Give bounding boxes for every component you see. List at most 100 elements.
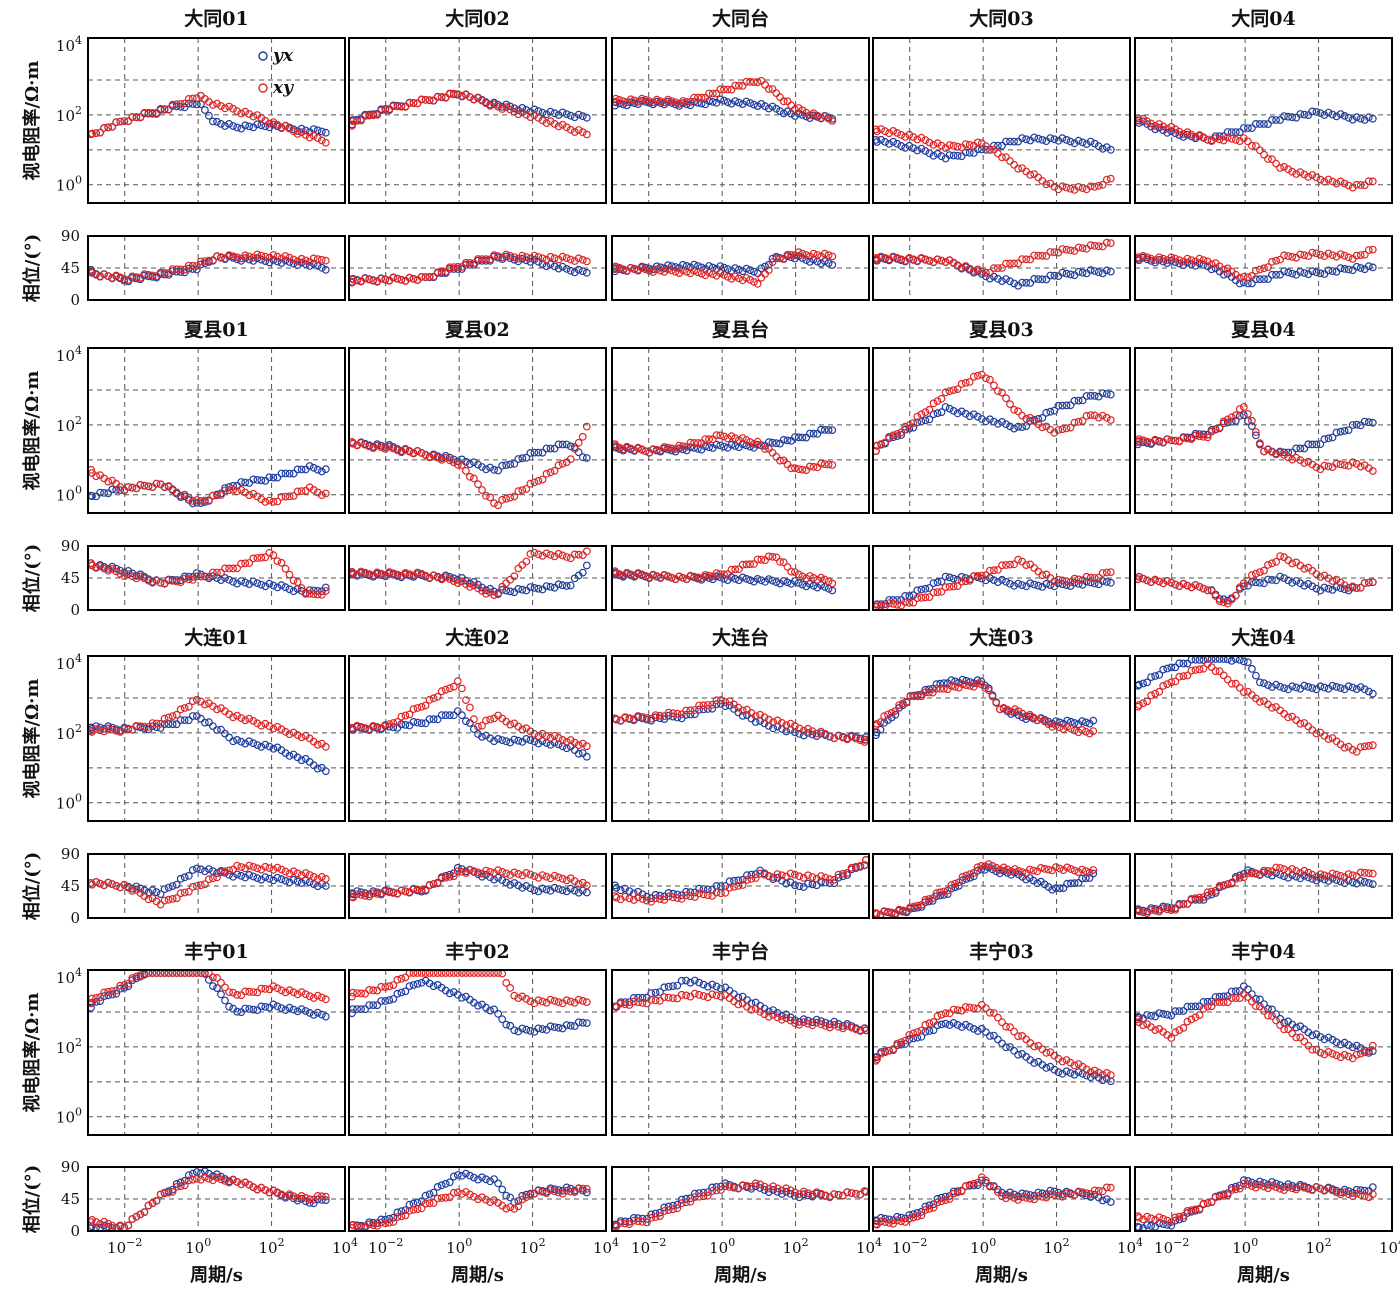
tick-exponent: −2 [650, 1236, 666, 1249]
tick-label: 100 [56, 792, 82, 813]
data-point [1195, 254, 1204, 263]
data-point [558, 252, 567, 261]
data-point [229, 564, 238, 573]
data-point [249, 872, 258, 881]
data-point [245, 559, 254, 567]
rho-grid [1135, 38, 1392, 203]
data-point [534, 107, 543, 115]
data-point [313, 465, 322, 474]
data-point [482, 1175, 490, 1184]
data-point [301, 990, 310, 999]
data-point [1082, 412, 1091, 420]
data-point [1026, 255, 1035, 264]
data-point [776, 456, 784, 465]
data-point [965, 140, 974, 149]
data-point [554, 873, 563, 882]
data-point [538, 448, 547, 457]
data-point [293, 261, 302, 270]
data-point [897, 130, 906, 139]
station-panel: 大连03 [872, 626, 1098, 919]
data-point [973, 265, 982, 274]
data-point [285, 253, 294, 262]
data-point [720, 271, 728, 279]
data-point [901, 598, 910, 606]
data-point [824, 426, 833, 434]
data-point [712, 431, 721, 440]
data-point [1058, 134, 1067, 143]
data-point [909, 1029, 918, 1038]
data-point [558, 120, 567, 129]
data-point [566, 255, 575, 264]
data-point [397, 102, 406, 111]
data-point [615, 570, 624, 578]
data-point [128, 569, 137, 578]
data-point [144, 270, 153, 279]
data-point [313, 488, 322, 497]
data-point [538, 475, 547, 484]
xy_phase-series [611, 248, 837, 288]
data-point [1014, 164, 1022, 173]
data-point [941, 572, 950, 581]
data-point [289, 255, 298, 264]
data-point [1070, 396, 1079, 405]
data-point [1276, 864, 1284, 872]
tick-exponent: 4 [75, 344, 82, 357]
data-point [965, 412, 974, 421]
data-point [301, 256, 310, 265]
data-point [1239, 582, 1248, 591]
data-point [104, 477, 113, 486]
data-point [897, 141, 906, 150]
data-point [1038, 135, 1047, 144]
data-point [1227, 134, 1236, 143]
data-point [652, 265, 661, 274]
data-point [701, 435, 710, 444]
data-point [806, 580, 814, 588]
data-point [172, 720, 181, 729]
data-point [229, 737, 238, 746]
data-point [490, 251, 499, 260]
data-point [656, 97, 665, 105]
data-point [731, 565, 740, 574]
phase-panel-frame [872, 235, 1131, 301]
data-point [558, 886, 567, 895]
data-point [1272, 557, 1280, 566]
data-point [1155, 437, 1164, 445]
data-point [630, 265, 639, 274]
rho-panel-frame [1134, 347, 1393, 514]
xy_phase-series [872, 1173, 1115, 1229]
data-point [694, 444, 702, 453]
data-point [1159, 257, 1168, 266]
data-point [466, 472, 474, 481]
phase-tick-label: 90 [61, 227, 80, 245]
data-point [1332, 428, 1341, 437]
data-point [881, 253, 889, 262]
data-point [1344, 181, 1353, 190]
data-point [783, 436, 792, 445]
data-point [566, 554, 575, 563]
data-point [1074, 243, 1083, 252]
data-point [1296, 444, 1305, 453]
data-point [817, 425, 825, 434]
data-point [397, 448, 406, 457]
data-point [273, 984, 282, 993]
tick-mantissa: 10 [368, 1239, 387, 1257]
data-point [1247, 279, 1256, 288]
data-point [1175, 582, 1184, 591]
rho-panel-frame [87, 37, 346, 204]
tick-label: 104 [56, 966, 82, 987]
data-point [937, 408, 946, 417]
rho-panel-frame [872, 347, 1131, 514]
data-point [437, 687, 446, 696]
data-point [570, 128, 579, 136]
tick-mantissa: 10 [56, 347, 75, 365]
data-point [433, 453, 442, 462]
data-point [550, 262, 559, 271]
data-point [1312, 440, 1321, 449]
data-point [313, 255, 322, 264]
data-point [638, 94, 646, 103]
data-point [449, 577, 458, 585]
data-point [1062, 401, 1071, 410]
data-point [1352, 584, 1361, 592]
data-point [542, 549, 551, 558]
data-point [977, 370, 986, 379]
